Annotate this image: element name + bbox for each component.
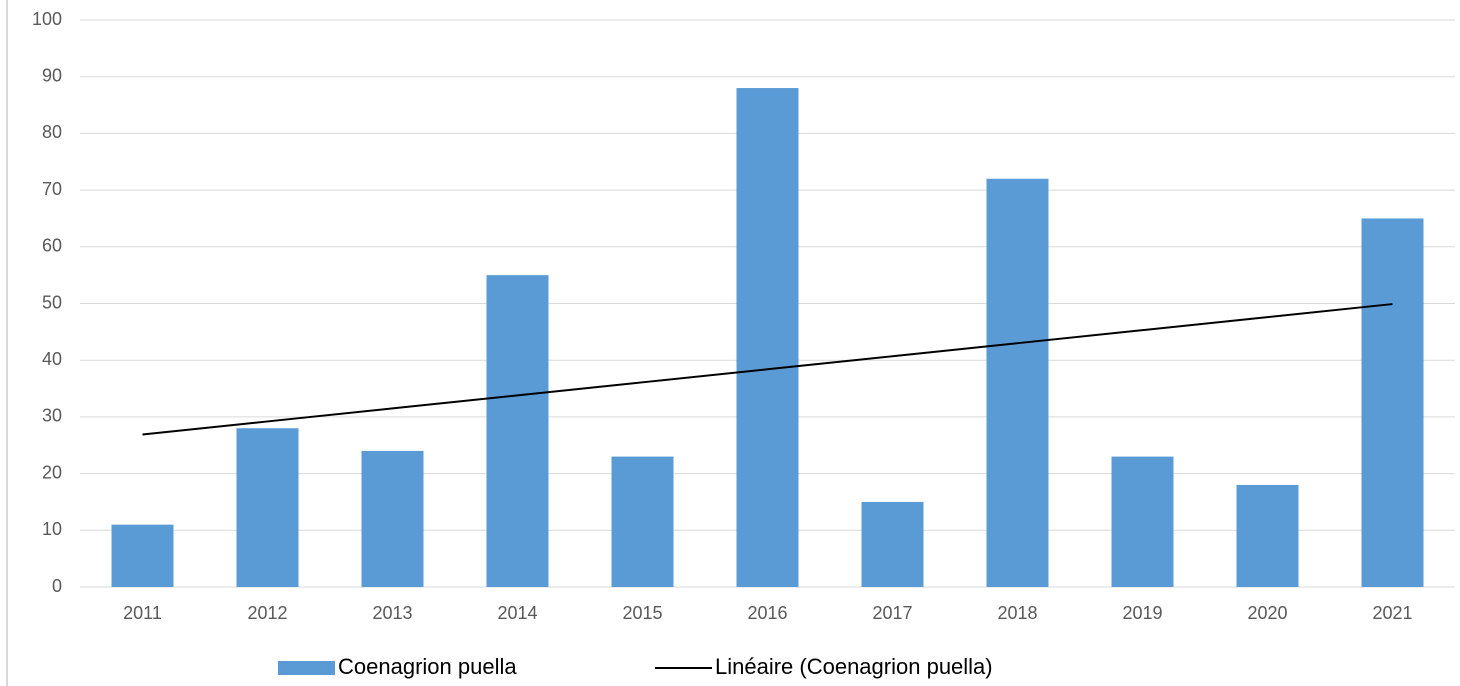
y-tick-label: 80 — [42, 122, 62, 142]
legend-label: Linéaire (Coenagrion puella) — [715, 654, 993, 679]
bar — [361, 450, 424, 587]
y-tick-label: 10 — [42, 519, 62, 539]
bar — [1236, 484, 1299, 587]
x-tick-label: 2015 — [622, 603, 662, 623]
legend-label: Coenagrion puella — [338, 654, 517, 679]
legend-swatch — [278, 661, 335, 675]
y-tick-label: 90 — [42, 65, 62, 85]
y-tick-label: 50 — [42, 292, 62, 312]
y-tick-label: 60 — [42, 236, 62, 256]
y-tick-label: 40 — [42, 349, 62, 369]
x-tick-label: 2018 — [997, 603, 1037, 623]
y-tick-label: 70 — [42, 179, 62, 199]
x-tick-label: 2011 — [123, 603, 162, 623]
x-tick-label: 2013 — [372, 603, 412, 623]
trend-line — [142, 303, 1393, 436]
bar — [111, 524, 174, 587]
y-tick-label: 20 — [42, 462, 62, 482]
x-tick-label: 2016 — [747, 603, 787, 623]
x-tick-label: 2020 — [1247, 603, 1287, 623]
bar — [236, 428, 299, 587]
x-tick-label: 2021 — [1372, 603, 1412, 623]
bar — [1361, 218, 1424, 587]
y-tick-label: 100 — [32, 9, 62, 29]
x-tick-label: 2017 — [872, 603, 912, 623]
bar — [986, 178, 1049, 587]
bar — [611, 456, 674, 587]
y-tick-label: 30 — [42, 406, 62, 426]
x-tick-label: 2014 — [497, 603, 537, 623]
y-tick-label: 0 — [52, 576, 62, 596]
bar — [486, 275, 549, 587]
x-tick-label: 2012 — [247, 603, 287, 623]
bar — [736, 88, 799, 587]
x-tick-label: 2019 — [1122, 603, 1162, 623]
bar — [1111, 456, 1174, 587]
bar — [861, 501, 924, 587]
